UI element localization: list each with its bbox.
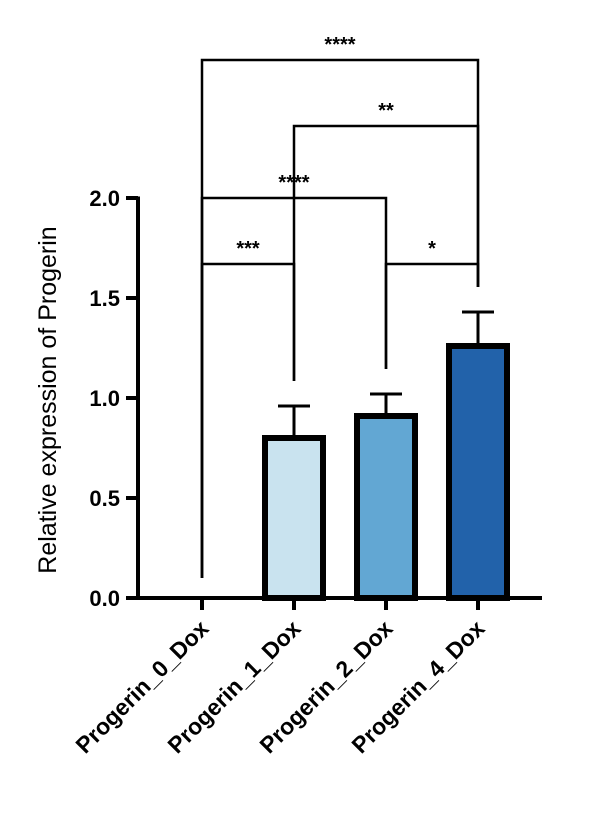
y-axis-title: Relative expression of Progerin bbox=[34, 226, 62, 573]
bar-Progerin_2_Dox bbox=[354, 413, 418, 601]
y-tick-label-0.0: 0.0 bbox=[89, 586, 120, 611]
significance-label-1: *** bbox=[236, 238, 260, 260]
error-bars bbox=[278, 310, 494, 438]
significance-brackets: *** *********** bbox=[200, 34, 480, 578]
y-tick-label-2.0: 2.0 bbox=[89, 186, 120, 211]
bars bbox=[262, 343, 510, 601]
y-tick-label-1.0: 1.0 bbox=[89, 386, 120, 411]
significance-bracket-5 bbox=[200, 58, 480, 578]
y-tick-label-0.5: 0.5 bbox=[89, 486, 120, 511]
significance-label-2: * bbox=[428, 238, 436, 260]
y-tick-label-1.5: 1.5 bbox=[89, 286, 120, 311]
significance-label-4: ** bbox=[378, 100, 394, 122]
bar-Progerin_1_Dox bbox=[262, 435, 326, 601]
significance-label-5: **** bbox=[324, 34, 355, 56]
axes bbox=[126, 196, 542, 610]
bar-Progerin_4_Dox bbox=[446, 343, 510, 601]
